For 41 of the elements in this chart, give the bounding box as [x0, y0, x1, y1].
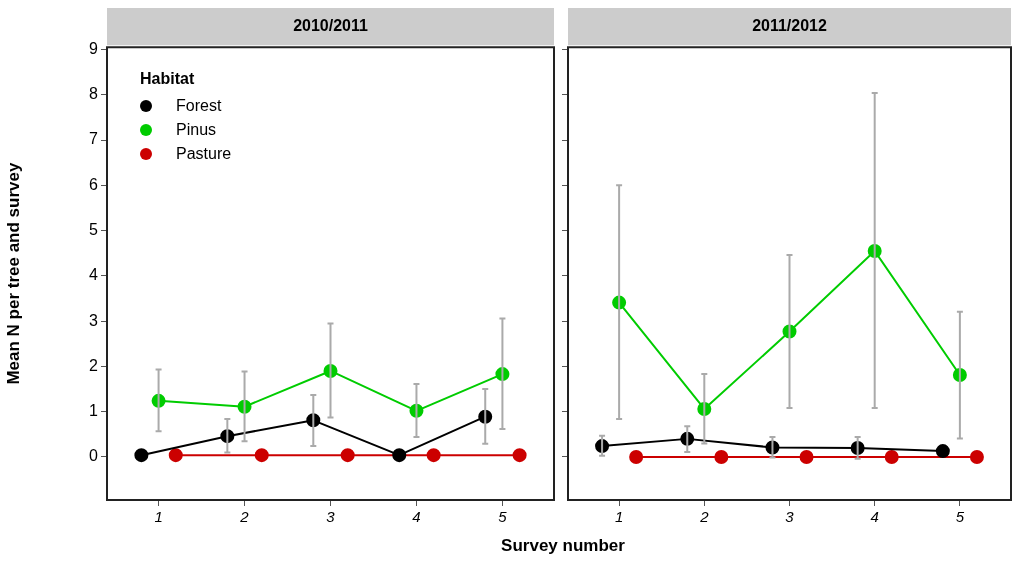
- x-tick-label: 4: [870, 508, 879, 526]
- point: [969, 449, 984, 464]
- y-tick-label: 2: [89, 356, 99, 374]
- point: [512, 448, 527, 463]
- point: [799, 449, 814, 464]
- point: [714, 449, 729, 464]
- x-tick-label: 1: [154, 508, 163, 526]
- x-tick-label: 3: [326, 508, 336, 526]
- x-tick-label: 5: [955, 508, 965, 526]
- y-tick-label: 0: [89, 447, 99, 465]
- x-axis-title: Survey number: [500, 536, 626, 556]
- point: [426, 448, 441, 463]
- point: [935, 444, 950, 459]
- y-tick-label: 3: [89, 311, 99, 329]
- point: [134, 448, 149, 463]
- point: [168, 448, 183, 463]
- legend-label: Pinus: [176, 121, 217, 139]
- x-tick-label: 2: [699, 508, 710, 526]
- point: [254, 448, 269, 463]
- x-tick-label: 3: [785, 508, 795, 526]
- point: [884, 449, 899, 464]
- y-tick-label: 6: [89, 175, 99, 193]
- y-tick-label: 7: [89, 130, 99, 148]
- y-tick-label: 9: [89, 39, 99, 57]
- y-tick-label: 4: [89, 266, 99, 284]
- chart-title: 2011/2012: [752, 17, 827, 35]
- point: [340, 448, 355, 463]
- x-tick-label: 2: [239, 508, 250, 526]
- y-axis-title: Mean N per tree and survey: [3, 162, 23, 385]
- y-tick-label: 1: [89, 402, 99, 420]
- x-tick-label: 4: [412, 508, 421, 526]
- legend-label: Forest: [176, 97, 222, 115]
- legend-title: Habitat: [140, 70, 196, 88]
- point: [392, 448, 407, 463]
- chart-title: 2010/2011: [293, 17, 368, 35]
- point: [629, 449, 644, 464]
- y-tick-label: 5: [89, 220, 99, 238]
- x-tick-label: 5: [498, 508, 508, 526]
- x-tick-label: 1: [614, 508, 624, 526]
- y-tick-label: 8: [89, 85, 99, 103]
- legend-label: Pasture: [176, 145, 232, 163]
